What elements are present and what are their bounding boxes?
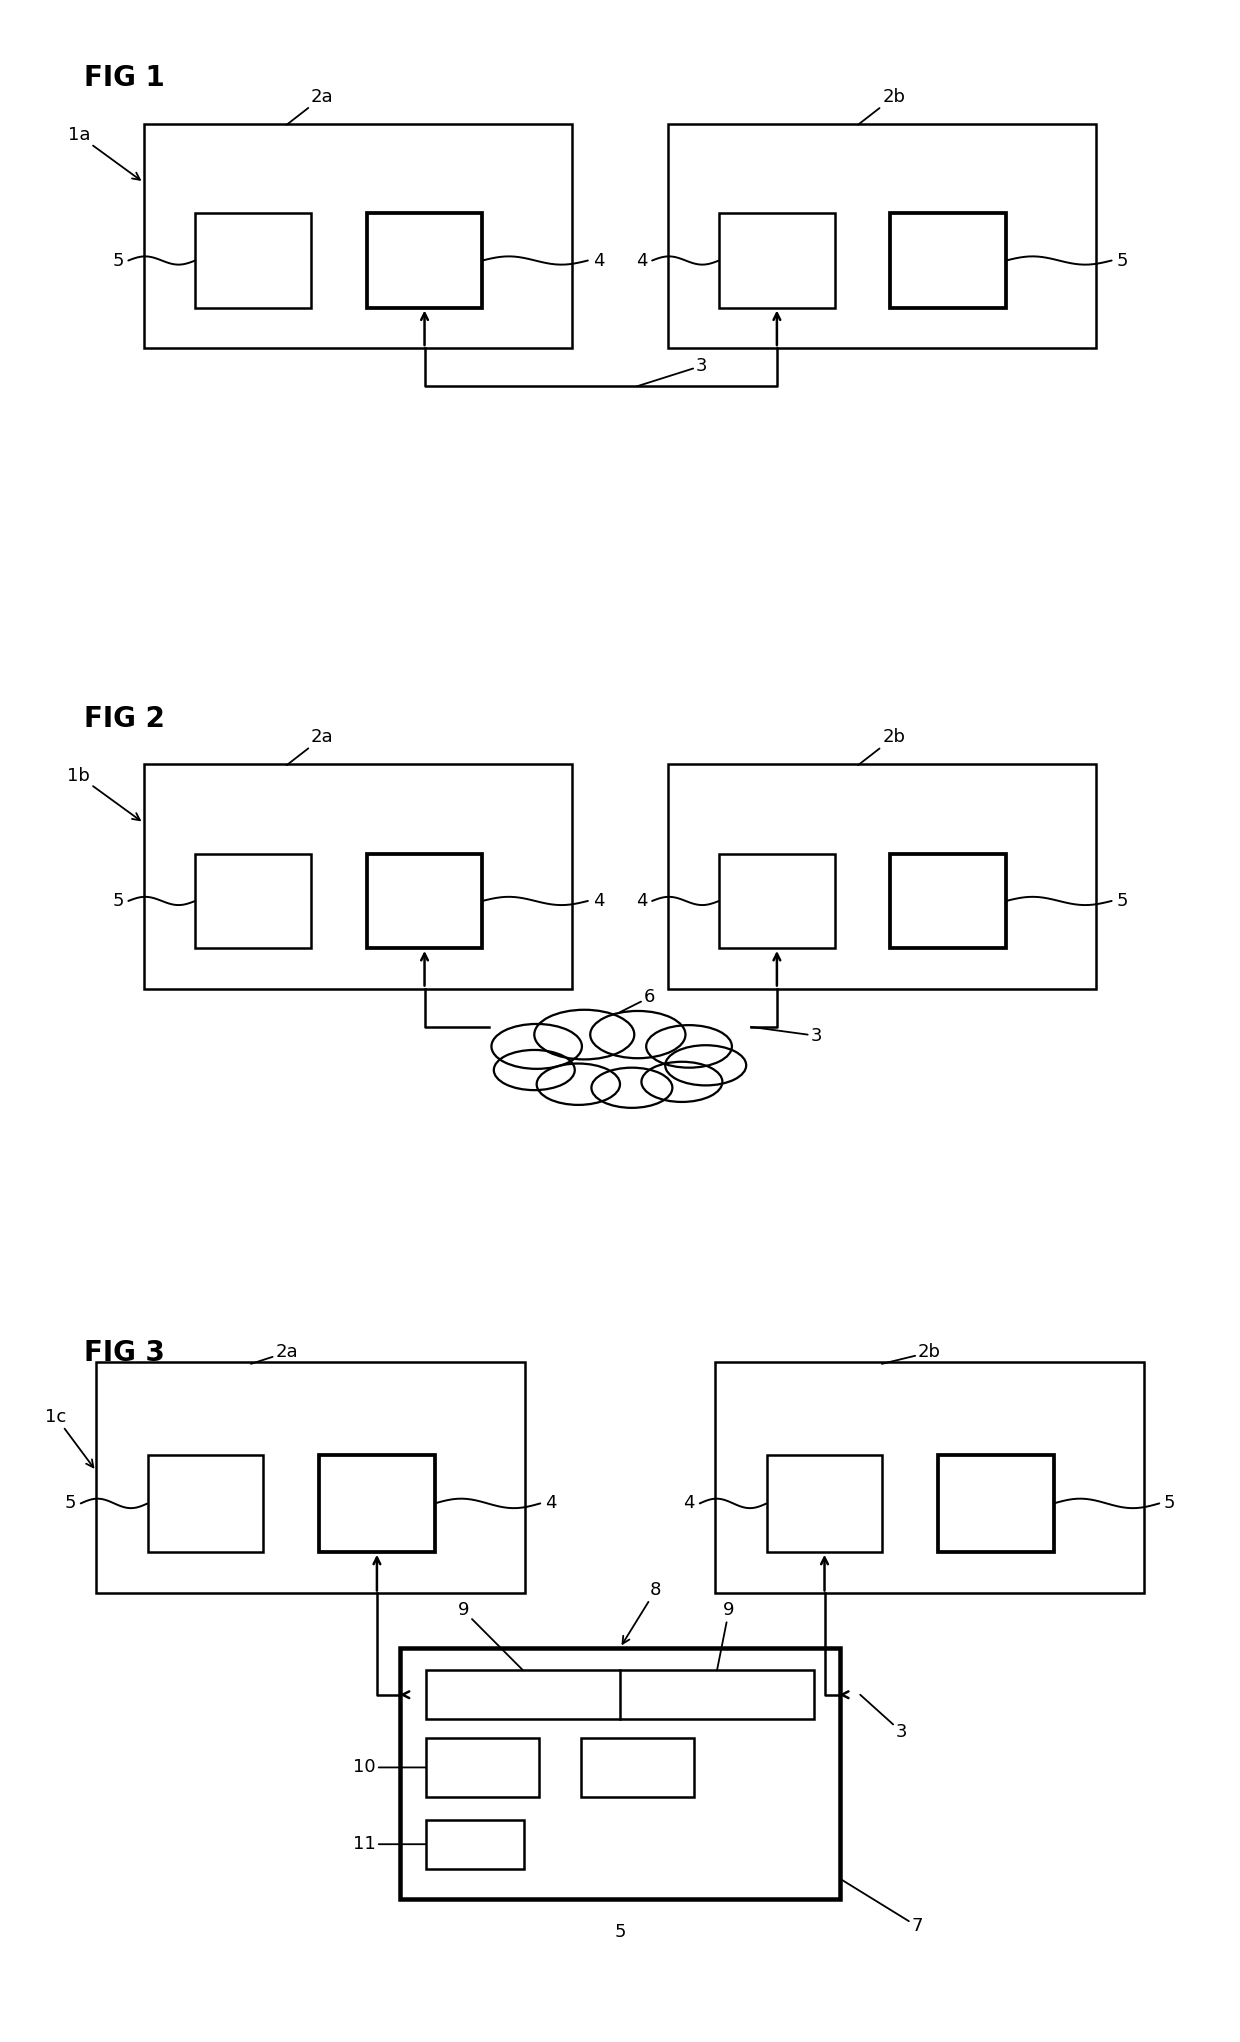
Bar (719, 212, 835, 308)
Text: 1a: 1a (68, 127, 140, 180)
Text: 5: 5 (1116, 251, 1128, 270)
Text: 1b: 1b (67, 768, 140, 821)
Bar (667, 125, 1096, 347)
Text: 2a: 2a (286, 729, 334, 766)
Bar (144, 764, 573, 988)
Circle shape (494, 1050, 575, 1090)
Bar (367, 854, 482, 947)
Circle shape (646, 1025, 732, 1068)
Text: 2b: 2b (882, 1344, 941, 1364)
Text: 2a: 2a (250, 1344, 298, 1364)
Circle shape (590, 1011, 686, 1058)
Text: 4: 4 (593, 251, 604, 270)
Text: 11: 11 (353, 1836, 427, 1854)
Bar (427, 1819, 523, 1868)
Text: FIG 1: FIG 1 (84, 65, 165, 92)
Bar (97, 1362, 525, 1593)
Text: 9: 9 (717, 1601, 734, 1670)
Text: 3: 3 (636, 357, 708, 386)
Text: 4: 4 (636, 892, 647, 911)
Bar (319, 1454, 435, 1552)
Bar (890, 854, 1006, 947)
Text: 2a: 2a (286, 88, 334, 125)
Text: 7: 7 (841, 1879, 923, 1936)
Bar (427, 1738, 539, 1797)
Text: 5: 5 (112, 892, 124, 911)
Text: 5: 5 (112, 251, 124, 270)
Text: 9: 9 (458, 1601, 523, 1670)
Bar (148, 1454, 263, 1552)
Bar (580, 1738, 694, 1797)
Bar (667, 764, 1096, 988)
Circle shape (591, 1068, 672, 1109)
Bar (719, 854, 835, 947)
Text: 10: 10 (353, 1758, 427, 1777)
Bar (715, 1362, 1143, 1593)
Text: FIG 2: FIG 2 (84, 704, 165, 733)
Text: 5: 5 (64, 1495, 76, 1513)
Circle shape (665, 1046, 746, 1086)
Text: 4: 4 (636, 251, 647, 270)
Text: 5: 5 (1164, 1495, 1176, 1513)
Text: 2b: 2b (858, 88, 905, 125)
Bar (766, 1454, 883, 1552)
Bar (399, 1648, 841, 1899)
Circle shape (537, 1064, 620, 1105)
Text: 8: 8 (622, 1581, 661, 1644)
Circle shape (641, 1062, 723, 1103)
Bar (890, 212, 1006, 308)
Text: 5: 5 (614, 1924, 626, 1942)
Text: 1c: 1c (45, 1407, 93, 1468)
Circle shape (534, 1011, 635, 1060)
Text: FIG 3: FIG 3 (84, 1340, 165, 1366)
Circle shape (548, 1023, 692, 1095)
Bar (939, 1454, 1054, 1552)
Text: 3: 3 (861, 1695, 908, 1742)
Bar (144, 125, 573, 347)
Text: 2b: 2b (858, 729, 905, 766)
Text: 5: 5 (1116, 892, 1128, 911)
Text: 4: 4 (683, 1495, 694, 1513)
Bar (195, 212, 311, 308)
Text: 4: 4 (593, 892, 604, 911)
Text: 6: 6 (620, 988, 655, 1013)
Text: 3: 3 (751, 1027, 822, 1046)
Bar (427, 1670, 813, 1719)
Bar (195, 854, 311, 947)
Text: 4: 4 (546, 1495, 557, 1513)
Bar (367, 212, 482, 308)
Circle shape (491, 1023, 582, 1068)
